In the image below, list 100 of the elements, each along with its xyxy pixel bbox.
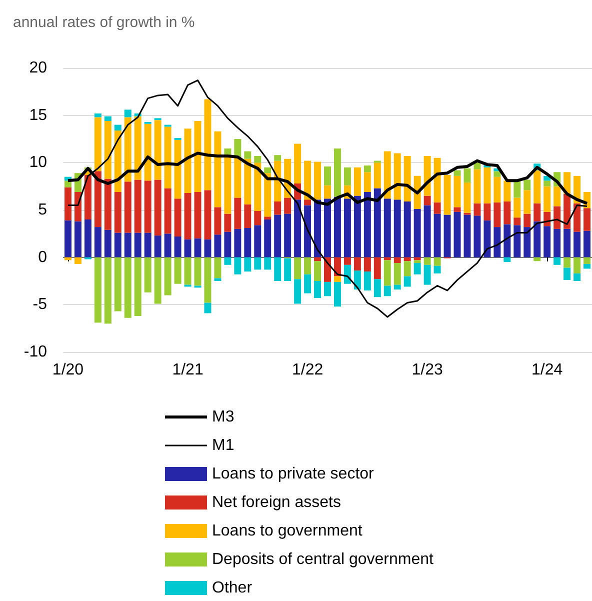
bar bbox=[404, 257, 411, 262]
bar bbox=[204, 302, 212, 314]
bar bbox=[504, 201, 511, 224]
bar bbox=[304, 274, 312, 294]
bar bbox=[344, 198, 351, 258]
bar bbox=[114, 192, 122, 233]
bar bbox=[94, 227, 102, 258]
bar bbox=[554, 228, 561, 258]
bar bbox=[474, 203, 481, 216]
bar bbox=[364, 272, 371, 290]
bar bbox=[214, 257, 222, 278]
bar bbox=[154, 236, 162, 258]
y-tick-label: 0 bbox=[38, 248, 48, 266]
bar bbox=[184, 239, 192, 258]
bar bbox=[524, 227, 531, 258]
bar bbox=[264, 257, 272, 270]
bar bbox=[184, 128, 192, 193]
bar bbox=[224, 148, 232, 156]
bar bbox=[404, 201, 411, 258]
bar bbox=[424, 264, 431, 285]
bar bbox=[144, 232, 152, 258]
bar bbox=[404, 156, 411, 202]
bar bbox=[74, 257, 82, 264]
bar bbox=[354, 196, 361, 258]
bar bbox=[544, 186, 551, 212]
bar bbox=[444, 174, 451, 215]
bar bbox=[434, 202, 441, 214]
bar bbox=[564, 228, 571, 258]
bar bbox=[264, 219, 272, 258]
bar bbox=[284, 214, 292, 258]
bar bbox=[244, 257, 252, 272]
bar bbox=[464, 214, 471, 258]
y-tick-label: -5 bbox=[32, 296, 48, 314]
bar bbox=[64, 187, 72, 220]
legend-label: Net foreign assets bbox=[212, 494, 341, 511]
bar bbox=[534, 257, 541, 262]
legend-label: Loans to government bbox=[212, 522, 363, 540]
bar bbox=[524, 214, 531, 228]
bar bbox=[114, 232, 122, 258]
bar bbox=[334, 282, 341, 307]
bar bbox=[514, 198, 521, 218]
bar bbox=[434, 158, 441, 202]
bar bbox=[414, 260, 421, 264]
bar bbox=[124, 182, 132, 233]
bar bbox=[324, 198, 331, 258]
bar bbox=[494, 176, 501, 202]
bar bbox=[394, 257, 401, 264]
bar bbox=[384, 286, 391, 296]
bar bbox=[184, 257, 192, 285]
bar bbox=[124, 257, 132, 318]
bar bbox=[94, 113, 102, 118]
bar bbox=[124, 117, 132, 182]
bar bbox=[354, 167, 361, 196]
y-tick-label: 5 bbox=[38, 202, 48, 218]
bar bbox=[334, 257, 341, 276]
legend-label: Deposits of central government bbox=[212, 551, 434, 568]
legend-label: M3 bbox=[212, 408, 234, 426]
bar bbox=[574, 203, 581, 232]
bar bbox=[434, 266, 441, 274]
bar bbox=[534, 203, 541, 222]
bar bbox=[294, 279, 302, 304]
chart-title: annual rates of growth in % bbox=[13, 14, 195, 31]
bar bbox=[444, 214, 451, 258]
bar bbox=[534, 221, 541, 258]
bar bbox=[334, 276, 341, 282]
bar bbox=[534, 170, 541, 204]
bar bbox=[394, 284, 401, 290]
bar bbox=[314, 162, 322, 200]
bar bbox=[524, 180, 531, 190]
bar bbox=[234, 139, 242, 157]
bar bbox=[274, 257, 282, 281]
bar bbox=[174, 257, 182, 284]
bar bbox=[244, 228, 252, 258]
bar bbox=[544, 180, 551, 186]
bar bbox=[214, 207, 222, 235]
bar bbox=[204, 99, 212, 190]
bar bbox=[94, 117, 102, 172]
bar bbox=[324, 282, 331, 296]
bar bbox=[474, 216, 481, 258]
bar bbox=[174, 236, 182, 258]
line-series bbox=[67, 80, 588, 318]
bar bbox=[344, 167, 351, 186]
bar bbox=[574, 273, 581, 281]
bar bbox=[484, 203, 491, 220]
bar bbox=[194, 257, 202, 286]
bar bbox=[134, 257, 142, 316]
bar bbox=[204, 190, 212, 240]
bar bbox=[574, 257, 581, 274]
bar bbox=[264, 167, 272, 174]
bar bbox=[104, 257, 112, 324]
bar bbox=[504, 257, 511, 262]
bar bbox=[274, 214, 282, 258]
bar bbox=[164, 188, 172, 234]
bar bbox=[304, 257, 312, 274]
bar bbox=[114, 130, 122, 192]
bar bbox=[144, 124, 152, 181]
bar bbox=[434, 214, 441, 258]
bar bbox=[514, 180, 521, 198]
bar bbox=[574, 232, 581, 258]
bar bbox=[554, 257, 561, 265]
